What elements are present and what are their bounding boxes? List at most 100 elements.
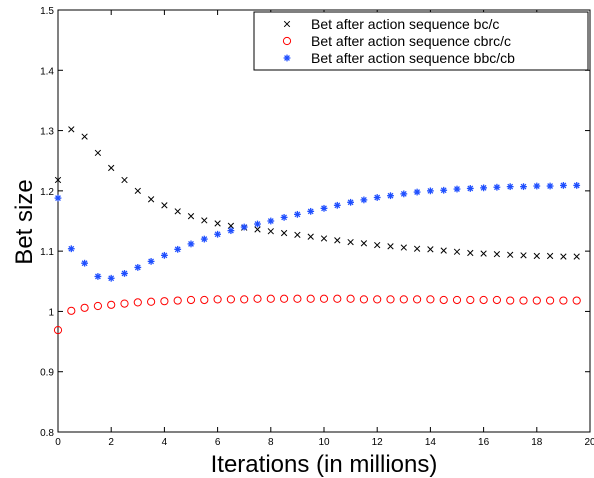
- star-marker-point: [546, 182, 554, 190]
- circle-marker-point: [546, 296, 555, 305]
- y-tick-label: 1.5: [40, 6, 54, 17]
- circle-marker-point: [266, 294, 275, 303]
- circle-marker-point: [133, 298, 142, 307]
- star-marker-point: [360, 196, 368, 204]
- circle-marker-point: [213, 295, 222, 304]
- legend-label: Bet after action sequence bbc/cb: [311, 50, 515, 66]
- x-tick-label: 12: [372, 437, 384, 448]
- circle-marker-point: [492, 295, 501, 305]
- x-tick-label: 16: [478, 437, 490, 448]
- circle-marker-point: [306, 294, 315, 303]
- circle-marker-point: [333, 294, 342, 303]
- star-marker-point: [400, 190, 408, 198]
- x-marker-point: [54, 176, 62, 184]
- x-tick-label: 18: [531, 437, 543, 448]
- circle-marker-point: [293, 294, 302, 303]
- circle-marker-point: [173, 296, 182, 305]
- x-marker-point: [493, 251, 501, 258]
- x-marker-point: [334, 237, 341, 244]
- x-marker-point: [453, 248, 461, 255]
- circle-marker-point: [240, 295, 249, 304]
- x-marker-point: [121, 176, 128, 184]
- circle-marker-point: [359, 295, 368, 304]
- x-axis-label: Iterations (in millions): [211, 451, 438, 478]
- x-marker-point: [374, 241, 381, 249]
- x-marker-point: [347, 238, 354, 246]
- x-marker-point: [480, 250, 487, 257]
- series-3: [54, 182, 581, 282]
- star-marker-point: [520, 183, 527, 191]
- x-tick-label: 14: [425, 437, 437, 448]
- x-marker-point: [134, 187, 141, 195]
- x-marker-point: [108, 164, 115, 172]
- star-marker-point: [294, 210, 301, 218]
- star-marker-point: [333, 201, 341, 209]
- x-marker-point: [440, 247, 447, 254]
- x-tick-label: 20: [584, 437, 594, 448]
- x-tick-label: 4: [162, 437, 168, 448]
- data-points: [53, 126, 581, 335]
- x-marker-point: [280, 229, 288, 237]
- x-marker-point: [546, 252, 554, 260]
- star-marker-point: [94, 273, 102, 280]
- circle-marker-point: [226, 295, 235, 304]
- y-axis-ticks: 0.8 0.9 1 1.1 1.2 1.3 1.4 1.5: [40, 6, 590, 439]
- x-marker-point: [400, 244, 407, 251]
- star-marker-point: [254, 220, 261, 228]
- series-2: [53, 294, 581, 335]
- star-marker-point: [440, 186, 448, 194]
- x-marker-point: [267, 228, 274, 235]
- star-marker-point: [560, 182, 567, 189]
- star-marker-point: [134, 264, 142, 271]
- circle-marker-point: [452, 295, 462, 305]
- star-marker-point: [493, 183, 501, 191]
- star-marker-point: [240, 223, 248, 231]
- y-tick-label: 1: [48, 307, 54, 318]
- legend-box: [253, 11, 589, 71]
- circle-marker-point: [373, 295, 382, 304]
- y-tick-label: 0.9: [40, 368, 54, 379]
- x-marker-point: [161, 202, 168, 209]
- x-tick-label: 2: [108, 437, 114, 448]
- star-marker-point: [67, 245, 75, 253]
- legend-marker: [282, 36, 292, 46]
- y-tick-label: 0.8: [40, 428, 54, 439]
- star-marker-point: [533, 182, 541, 190]
- y-tick-label: 1.1: [40, 247, 54, 258]
- x-tick-label: 8: [268, 437, 274, 448]
- legend-label: Bet after action sequence cbrc/c: [311, 33, 511, 49]
- x-marker-point: [94, 149, 102, 157]
- x-marker-point: [413, 245, 421, 252]
- star-marker-point: [373, 194, 381, 201]
- x-marker-point: [174, 208, 181, 215]
- x-marker-point: [560, 253, 567, 260]
- star-marker-point: [413, 188, 421, 196]
- star-marker-point: [54, 194, 62, 202]
- y-tick-label: 1.2: [40, 187, 54, 198]
- circle-marker-point: [506, 296, 515, 305]
- x-marker-point: [294, 231, 301, 239]
- circle-marker-point: [93, 301, 103, 311]
- legend-marker: [283, 54, 291, 62]
- x-marker-point: [147, 196, 155, 203]
- x-tick-label: 6: [215, 437, 221, 448]
- circle-marker-point: [532, 296, 541, 305]
- x-marker-point: [387, 243, 394, 250]
- y-tick-label: 1.4: [40, 66, 54, 77]
- star-marker-point: [121, 270, 128, 277]
- circle-marker-point: [559, 296, 568, 305]
- x-marker-point: [227, 222, 235, 229]
- circle-marker-point: [53, 326, 63, 335]
- star-marker-point: [387, 192, 394, 200]
- x-marker-point: [533, 252, 540, 260]
- x-marker-point: [187, 213, 195, 220]
- star-marker-point: [187, 240, 195, 248]
- star-marker-point: [107, 274, 115, 282]
- circle-marker-point: [386, 295, 395, 304]
- x-marker-point: [427, 246, 434, 253]
- x-marker-point: [81, 133, 88, 140]
- circle-marker-point: [107, 300, 116, 309]
- circle-marker-point: [426, 295, 435, 304]
- star-marker-point: [453, 185, 461, 193]
